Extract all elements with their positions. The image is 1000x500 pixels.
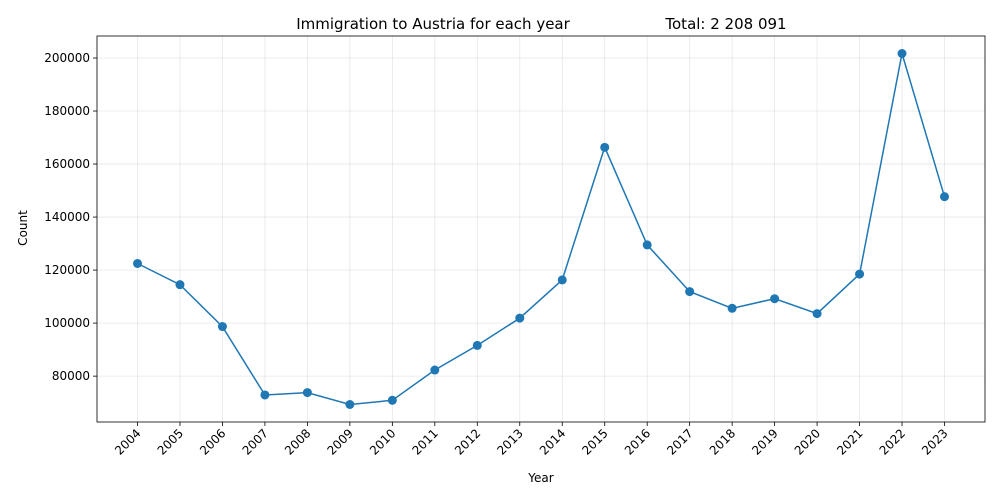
data-point xyxy=(430,365,440,375)
chart-title: Immigration to Austria for each year xyxy=(296,15,570,33)
data-point xyxy=(855,269,865,279)
x-tick-label: 2020 xyxy=(792,426,823,457)
data-point xyxy=(133,258,142,268)
y-tick-label: 80000 xyxy=(52,369,90,383)
data-point xyxy=(557,275,567,285)
data-point xyxy=(642,240,652,250)
data-point xyxy=(345,400,355,410)
x-tick-label: 2017 xyxy=(664,426,695,457)
data-point xyxy=(175,280,185,290)
x-tick-label: 2022 xyxy=(877,426,908,457)
x-axis-label: Year xyxy=(527,471,553,485)
grid xyxy=(97,36,985,422)
x-tick-label: 2009 xyxy=(324,426,355,457)
x-tick-label: 2008 xyxy=(282,426,313,457)
data-point xyxy=(472,340,482,350)
series-layer xyxy=(133,48,949,410)
x-tick-label: 2021 xyxy=(834,426,865,457)
data-point xyxy=(897,48,907,58)
total-label: Total: 2 208 091 xyxy=(664,15,786,33)
x-tick-label: 2012 xyxy=(452,426,483,457)
data-point xyxy=(940,192,949,202)
plot-frame xyxy=(96,35,986,423)
x-tick-label: 2023 xyxy=(919,426,950,457)
data-point xyxy=(217,322,227,332)
x-tick-label: 2014 xyxy=(537,426,568,457)
x-tick-label: 2011 xyxy=(409,426,440,457)
data-point xyxy=(387,395,397,405)
y-tick-label: 120000 xyxy=(44,263,90,277)
x-tick-label: 2016 xyxy=(622,426,653,457)
x-tick-label: 2015 xyxy=(579,426,610,457)
x-tick-label: 2006 xyxy=(197,426,228,457)
y-tick-label: 200000 xyxy=(44,51,90,65)
data-point xyxy=(260,390,270,400)
data-point xyxy=(727,303,737,313)
x-tick-label: 2004 xyxy=(112,426,143,457)
x-tick-label: 2019 xyxy=(749,426,780,457)
y-tick-label: 180000 xyxy=(44,104,90,118)
data-point xyxy=(515,313,525,323)
data-point xyxy=(770,294,780,304)
y-tick-label: 140000 xyxy=(44,210,90,224)
series-line xyxy=(137,53,946,406)
data-point xyxy=(302,388,312,398)
y-tick-label: 100000 xyxy=(44,316,90,330)
x-tick-label: 2007 xyxy=(240,426,271,457)
x-tick-label: 2005 xyxy=(155,426,186,457)
y-tick-label: 160000 xyxy=(44,157,90,171)
x-tick-label: 2013 xyxy=(494,426,525,457)
data-point xyxy=(600,142,610,152)
x-tick-label: 2010 xyxy=(367,426,398,457)
data-point xyxy=(812,309,822,319)
axes xyxy=(93,35,986,426)
x-tick-label: 2018 xyxy=(707,426,738,457)
data-point xyxy=(685,287,695,297)
y-axis-label: Count xyxy=(16,210,30,246)
